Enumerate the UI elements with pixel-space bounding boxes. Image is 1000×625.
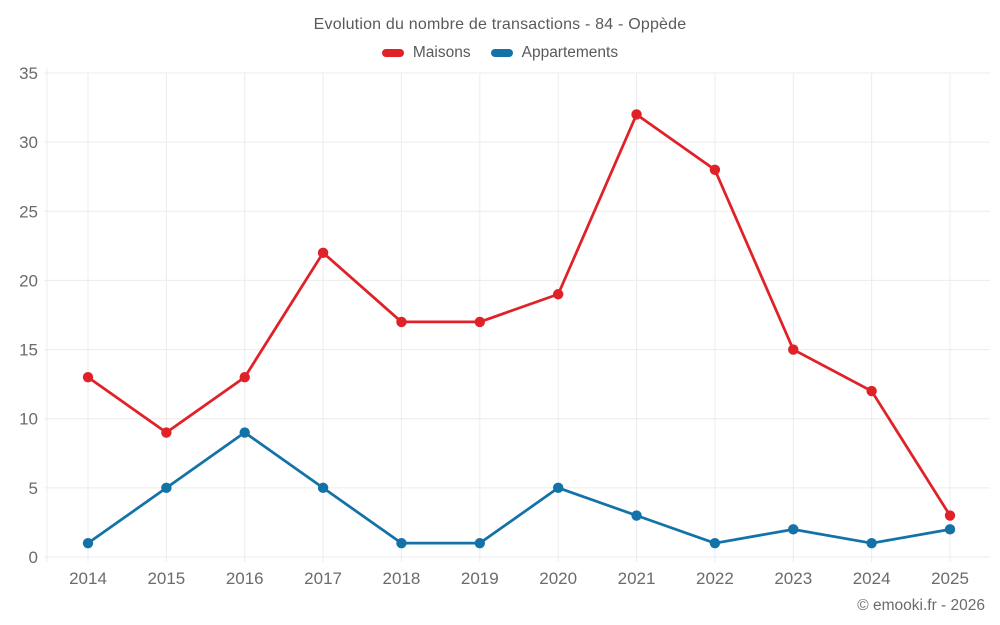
legend: Maisons Appartements — [0, 44, 1000, 62]
x-axis-tick-label: 2021 — [618, 569, 656, 588]
y-axis-tick-label: 10 — [19, 410, 38, 429]
data-point-maisons[interactable] — [396, 316, 407, 328]
data-point-appartements[interactable] — [631, 510, 642, 521]
x-axis-tick-label: 2024 — [853, 569, 891, 588]
data-point-maisons[interactable] — [239, 372, 250, 383]
data-point-appartements[interactable] — [552, 482, 564, 494]
data-point-maisons[interactable] — [552, 289, 564, 300]
chart-title: Evolution du nombre de transactions - 84… — [313, 16, 687, 33]
data-point-maisons[interactable] — [474, 316, 486, 328]
x-axis-tick-label: 2018 — [383, 569, 421, 588]
x-axis-tick-label: 2023 — [774, 569, 812, 588]
x-axis-tick-label: 2025 — [931, 569, 969, 588]
data-point-appartements[interactable] — [161, 482, 172, 494]
data-point-maisons[interactable] — [631, 109, 642, 120]
data-point-maisons[interactable] — [317, 247, 329, 258]
y-axis-tick-label: 5 — [29, 479, 38, 498]
data-point-appartements[interactable] — [82, 537, 94, 549]
y-axis-tick-label: 30 — [19, 133, 38, 152]
data-point-appartements[interactable] — [788, 524, 799, 535]
y-axis-tick-label: 20 — [19, 271, 38, 290]
x-axis-tick-label: 2019 — [461, 569, 499, 588]
y-axis-tick-label: 35 — [19, 64, 38, 83]
data-point-maisons[interactable] — [788, 344, 799, 355]
y-axis-tick-label: 15 — [19, 341, 38, 360]
data-point-appartements[interactable] — [239, 427, 250, 438]
series-line-maisons[interactable] — [86, 113, 952, 517]
x-axis-tick-label: 2015 — [147, 569, 185, 588]
data-point-appartements[interactable] — [709, 537, 721, 549]
data-point-appartements[interactable] — [396, 537, 407, 549]
footer-credit: © emooki.fr - 2026 — [857, 597, 985, 614]
data-point-maisons[interactable] — [709, 164, 721, 175]
data-point-maisons[interactable] — [161, 427, 172, 438]
data-point-maisons[interactable] — [82, 372, 94, 383]
data-point-maisons[interactable] — [944, 510, 956, 521]
series-line-appartements[interactable] — [86, 431, 952, 545]
legend-label-maisons: Maisons — [412, 44, 471, 61]
data-point-appartements[interactable] — [944, 524, 956, 535]
x-axis-tick-label: 2014 — [69, 569, 107, 588]
legend-item-maisons[interactable]: Maisons — [381, 44, 471, 62]
x-axis-tick-label: 2022 — [696, 569, 734, 588]
maisons-series-swatch-icon — [381, 49, 404, 57]
data-point-maisons[interactable] — [866, 385, 877, 397]
appartements-series-swatch-icon — [490, 49, 513, 57]
legend-label-appartements: Appartements — [521, 44, 619, 61]
y-axis-tick-label: 0 — [29, 548, 38, 567]
data-point-appartements[interactable] — [866, 537, 877, 549]
x-axis-tick-label: 2017 — [304, 569, 342, 588]
y-axis-tick-label: 25 — [19, 202, 38, 221]
data-point-appartements[interactable] — [317, 482, 329, 494]
x-axis-tick-label: 2020 — [539, 569, 577, 588]
legend-item-appartements[interactable]: Appartements — [490, 44, 619, 62]
x-axis-tick-label: 2016 — [226, 569, 264, 588]
data-point-appartements[interactable] — [474, 537, 486, 549]
